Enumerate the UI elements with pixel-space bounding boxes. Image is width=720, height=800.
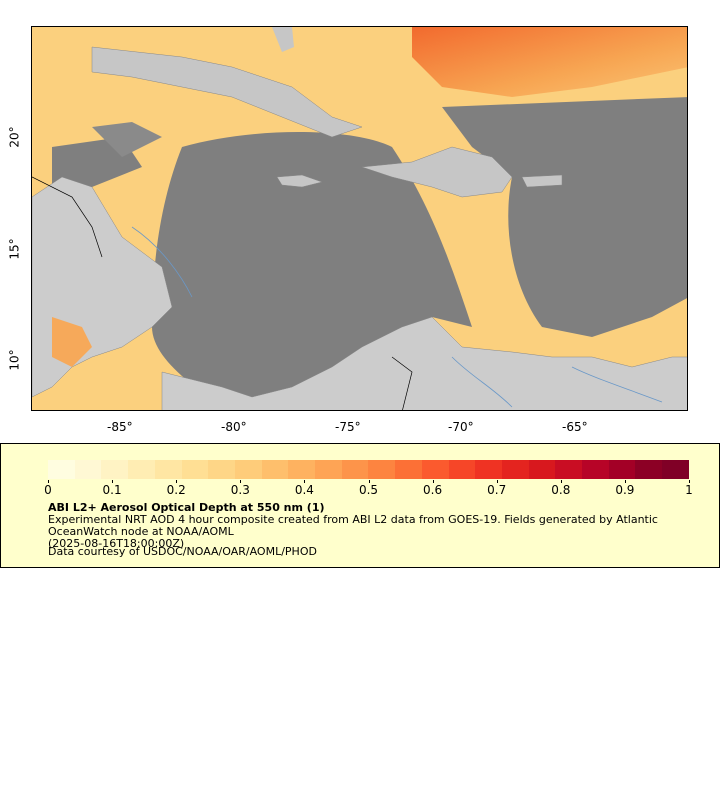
colorbar-tick-label: 1	[685, 483, 693, 497]
colorbar-segment	[288, 460, 316, 479]
x-tick-label: -65°	[562, 420, 588, 434]
colorbar	[48, 460, 689, 479]
border-line	[391, 356, 413, 410]
colorbar-tick-mark	[48, 480, 49, 483]
colorbar-tick-label: 0	[44, 483, 52, 497]
colorbar-segment	[315, 460, 342, 479]
colorbar-segment	[368, 460, 396, 479]
river	[451, 356, 513, 408]
high-aod-plume	[412, 27, 687, 97]
legend-description: Experimental NRT AOD 4 hour composite cr…	[48, 514, 688, 550]
colorbar-tick-label: 0.5	[358, 483, 379, 497]
legend-timestamp: (2025-08-16T18:00:00Z)	[48, 537, 185, 550]
colorbar-tick-mark	[624, 480, 626, 483]
colorbar-tick-label: 0.1	[102, 483, 122, 497]
x-tick-label: -85°	[107, 420, 133, 434]
puerto-rico-land	[521, 174, 563, 188]
colorbar-segment	[395, 460, 422, 479]
colorbar-segment	[555, 460, 583, 479]
no-data-caribbean	[152, 132, 472, 410]
border-line	[32, 176, 103, 258]
legend-panel: 0 0.1 0.2 0.3 0.4 0.5 0.6 0.7 0.8 0.9 1 ABI L2+ Ae…	[0, 443, 720, 568]
no-data-atlantic	[442, 97, 687, 337]
legend-credit: Data courtesy of USDOC/NOAA/OAR/AOML/PHO…	[48, 545, 317, 558]
colorbar-tick-mark	[112, 480, 114, 483]
colorbar-segment	[48, 460, 75, 479]
colorbar-tick-mark	[496, 480, 498, 483]
legend-description-text: Experimental NRT AOD 4 hour composite cr…	[48, 513, 658, 538]
colorbar-segment	[501, 460, 529, 479]
colorbar-segment	[421, 460, 449, 479]
colorbar-segment	[582, 460, 609, 479]
hispaniola-land	[361, 146, 513, 198]
colorbar-segment	[208, 460, 235, 479]
colorbar-tick-mark	[368, 480, 370, 483]
colorbar-segment	[341, 460, 369, 479]
x-tick-label: -70°	[448, 420, 474, 434]
colorbar-segment	[261, 460, 289, 479]
legend-title: ABI L2+ Aerosol Optical Depth at 550 nm …	[48, 501, 325, 514]
florida-land	[272, 27, 294, 52]
colorbar-segment	[528, 460, 556, 479]
south-america-land	[161, 316, 687, 410]
colorbar-tick-mark	[304, 480, 306, 483]
colorbar-tick-label: 0.9	[615, 483, 635, 497]
jamaica-land	[276, 174, 323, 188]
colorbar-segment	[608, 460, 636, 479]
colorbar-segment	[101, 460, 129, 479]
y-tick-label: 20°	[7, 126, 22, 148]
colorbar-tick-mark	[432, 480, 434, 483]
colorbar-segment	[635, 460, 663, 479]
colorbar-segment	[662, 460, 689, 479]
map-canvas	[32, 27, 687, 410]
aod-map	[31, 26, 688, 411]
colorbar-tick-label: 0.3	[230, 483, 250, 497]
colorbar-tick-mark	[689, 480, 690, 483]
colorbar-tick-label: 0.7	[487, 483, 507, 497]
colorbar-tick-mark	[176, 480, 178, 483]
colorbar-tick-mark	[560, 480, 562, 483]
river	[571, 366, 663, 403]
x-tick-label: -75°	[335, 420, 361, 434]
colorbar-tick-label: 0.8	[551, 483, 571, 497]
y-tick-label: 10°	[7, 349, 22, 371]
y-tick-label: 15°	[7, 238, 22, 260]
colorbar-segment	[475, 460, 502, 479]
colorbar-segment	[181, 460, 209, 479]
colorbar-tick-mark	[240, 480, 242, 483]
colorbar-tick-label: 0.6	[423, 483, 443, 497]
colorbar-tick-label: 0.2	[166, 483, 186, 497]
colorbar-segment	[234, 460, 262, 479]
colorbar-tick-label: 0.4	[294, 483, 314, 497]
river	[131, 226, 193, 298]
no-data-patch	[92, 122, 162, 157]
colorbar-segment	[448, 460, 476, 479]
cuba-land	[91, 46, 363, 138]
x-tick-label: -80°	[221, 420, 247, 434]
colorbar-segment	[154, 460, 182, 479]
colorbar-segment	[128, 460, 155, 479]
aod-pacific-coast	[52, 317, 92, 367]
colorbar-segment	[74, 460, 102, 479]
